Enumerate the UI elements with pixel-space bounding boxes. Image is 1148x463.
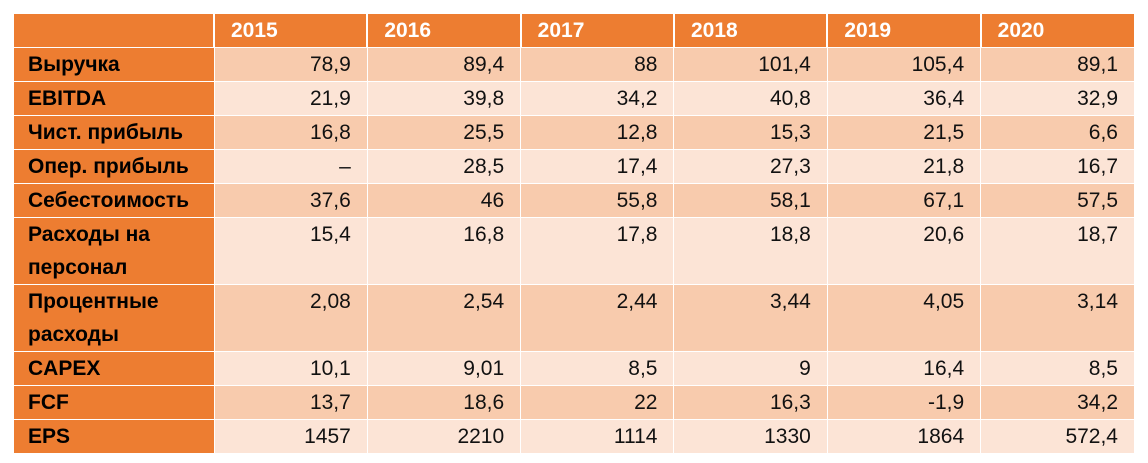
table-row: EPS 1457 2210 1114 1330 1864 572,4: [14, 419, 1134, 453]
row-label: Чист. прибыль: [14, 115, 214, 150]
table-cell: 25,5: [366, 115, 521, 150]
row-label: Выручка: [14, 47, 214, 82]
header-row: 2015 2016 2017 2018 2019 2020: [14, 14, 1134, 48]
table-cell: 16,3: [673, 385, 828, 420]
table-row: CAPEX 10,1 9,01 8,5 9 16,4 8,5: [14, 351, 1134, 386]
table-cell: 27,3: [673, 149, 828, 184]
table-row: Расходы на персонал 15,4 16,8 17,8 18,8 20,6 1…: [14, 217, 1134, 285]
table-row: Опер. прибыль –28,5 17,4 27,3 21,8 16,7: [14, 149, 1134, 184]
table-cell: 57,5: [980, 183, 1134, 218]
table-cell: 16,4: [826, 351, 981, 386]
header-corner-cell: [14, 14, 214, 48]
column-header-year: 2015: [212, 14, 368, 48]
table-cell: 36,4: [826, 81, 981, 116]
table-cell: 3,14: [980, 284, 1134, 352]
table-header: 2015 2016 2017 2018 2019 2020: [14, 14, 1134, 48]
table-cell: 39,8: [366, 81, 521, 116]
table-row: EBITDA 21,9 39,8 34,2 40,8 36,4 32,9: [14, 81, 1134, 116]
row-label: Процентные расходы: [14, 284, 214, 352]
row-label: EBITDA: [14, 81, 214, 116]
table-cell: 17,4: [520, 149, 674, 184]
table-cell: 9,01: [366, 351, 521, 386]
table-cell: 21,5: [826, 115, 981, 150]
table-cell: 18,8: [673, 217, 828, 285]
table-cell: 58,1: [673, 183, 828, 218]
table-cell: 2,54: [366, 284, 521, 352]
table-cell: 89,1: [980, 47, 1134, 82]
column-header-year: 2017: [519, 14, 674, 48]
table-cell: 3,44: [673, 284, 828, 352]
table-cell: 4,05: [826, 284, 981, 352]
table-row: FCF 13,7 18,6 22 16,3 -1,9 34,2: [14, 385, 1134, 420]
row-label: Расходы на персонал: [14, 217, 214, 285]
table-cell: 1114: [520, 419, 674, 453]
table-cell: 20,6: [826, 217, 981, 285]
table-cell: -1,9: [826, 385, 981, 420]
table-cell: –: [213, 149, 368, 184]
table-cell: 46: [366, 183, 521, 218]
table-cell: 16,8: [213, 115, 368, 150]
table-cell: 6,6: [980, 115, 1134, 150]
table-cell: 40,8: [673, 81, 828, 116]
table-cell: 572,4: [980, 419, 1134, 453]
table-row: Выручка 78,9 89,4 88 101,4 105,4 89,1: [14, 47, 1134, 82]
table-cell: 67,1: [826, 183, 981, 218]
table-cell: 16,8: [366, 217, 521, 285]
table-cell: 105,4: [826, 47, 981, 82]
table-cell: 34,2: [520, 81, 674, 116]
table-cell: 34,2: [980, 385, 1134, 420]
table-cell: 9: [673, 351, 828, 386]
table-cell: 89,4: [366, 47, 521, 82]
column-header-year: 2018: [672, 14, 828, 48]
financials-table: 2015 2016 2017 2018 2019 2020 Выручка 78,9 89,4…: [14, 14, 1134, 453]
column-header-year: 2019: [826, 14, 981, 48]
table-cell: 1864: [826, 419, 981, 453]
row-label: FCF: [14, 385, 214, 420]
table-cell: 1330: [673, 419, 828, 453]
table-cell: 16,7: [980, 149, 1134, 184]
row-label: Опер. прибыль: [14, 149, 214, 184]
table-cell: 17,8: [520, 217, 674, 285]
table-cell: 21,8: [826, 149, 981, 184]
table-cell: 88: [520, 47, 674, 82]
table-cell: 15,3: [673, 115, 828, 150]
table-row: Чист. прибыль 16,8 25,5 12,8 15,3 21,5 6,6: [14, 115, 1134, 150]
table-cell: 78,9: [213, 47, 368, 82]
column-header-year: 2020: [979, 14, 1134, 48]
table-cell: 55,8: [520, 183, 674, 218]
table-cell: 32,9: [980, 81, 1134, 116]
table-cell: 18,6: [366, 385, 521, 420]
table-cell: 22: [520, 385, 674, 420]
table-row: Процентные расходы 2,08 2,54 2,44 3,44 4,05 3,…: [14, 284, 1134, 352]
row-label: EPS: [14, 419, 214, 453]
table-cell: 13,7: [213, 385, 368, 420]
column-header-year: 2016: [366, 14, 521, 48]
table-cell: 2,44: [520, 284, 674, 352]
table-cell: 28,5: [366, 149, 521, 184]
table-cell: 8,5: [980, 351, 1134, 386]
table-cell: 8,5: [520, 351, 674, 386]
table-cell: 12,8: [520, 115, 674, 150]
table-cell: 37,6: [213, 183, 368, 218]
table-cell: 2,08: [213, 284, 368, 352]
table-cell: 1457: [213, 419, 368, 453]
table-cell: 18,7: [980, 217, 1134, 285]
row-label: Себестоимость: [14, 183, 214, 218]
table-row: Себестоимость 37,6 46 55,8 58,1 67,1 57,5: [14, 183, 1134, 218]
table-cell: 10,1: [213, 351, 368, 386]
table-cell: 15,4: [213, 217, 368, 285]
table-body: Выручка 78,9 89,4 88 101,4 105,4 89,1 EBITDA 21,…: [14, 47, 1134, 453]
row-label: CAPEX: [14, 351, 214, 386]
table-cell: 21,9: [213, 81, 368, 116]
table-cell: 101,4: [673, 47, 828, 82]
table-cell: 2210: [366, 419, 521, 453]
